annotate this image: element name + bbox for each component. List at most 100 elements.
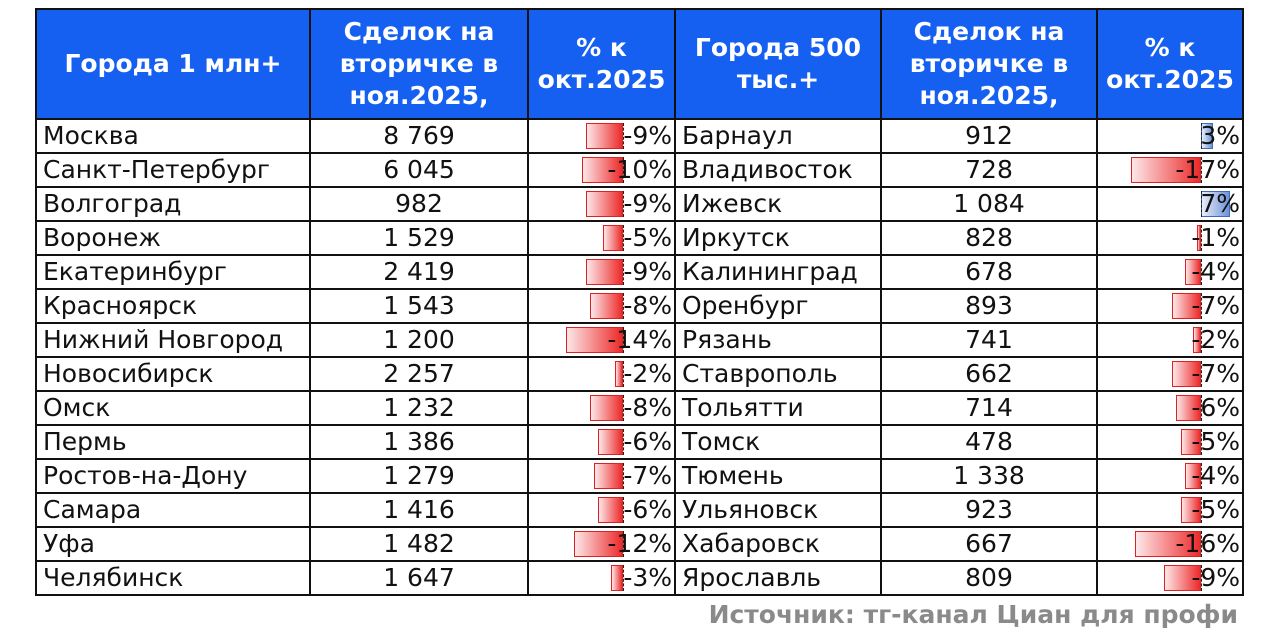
left-pct-cell: -9% [527, 186, 676, 222]
table-row: Самара 1 416 -6% Ульяновск 923 -5% [35, 492, 1244, 528]
table-row: Уфа 1 482 -12% Хабаровск 667 -16% [35, 526, 1244, 562]
right-city: Хабаровск [674, 526, 882, 562]
left-city: Ростов-на-Дону [35, 458, 311, 494]
left-pct-axis [623, 123, 624, 149]
left-pct-cell: -5% [527, 220, 676, 256]
left-city: Омск [35, 390, 311, 426]
left-pct-value: -9% [623, 257, 672, 286]
table-row: Пермь 1 386 -6% Томск 478 -5% [35, 424, 1244, 460]
left-city: Нижний Новгород [35, 322, 311, 358]
table-body: Москва 8 769 -9% Барнаул 912 3% Санкт-Петербур… [35, 118, 1244, 596]
right-pct-cell: -9% [1096, 560, 1244, 596]
right-deals: 1 084 [880, 186, 1098, 222]
left-pct-bar [565, 327, 623, 353]
right-pct-cell: -16% [1096, 526, 1244, 562]
right-pct-bar [1192, 327, 1201, 353]
left-deals: 1 386 [309, 424, 529, 460]
left-pct-axis [623, 463, 624, 489]
header-pct-left: % к окт.2025 [527, 8, 676, 120]
right-pct-axis [1201, 293, 1202, 319]
left-pct-axis [623, 395, 624, 421]
left-deals: 1 416 [309, 492, 529, 528]
left-pct-bar [590, 395, 623, 421]
right-pct-cell: -2% [1096, 322, 1244, 358]
table-row: Красноярск 1 543 -8% Оренбург 893 -7% [35, 288, 1244, 324]
left-pct-bar [610, 565, 623, 591]
right-pct-value: -7% [1191, 359, 1240, 388]
right-pct-axis [1201, 259, 1202, 285]
right-city: Владивосток [674, 152, 882, 188]
right-pct-axis [1201, 463, 1202, 489]
table-row: Екатеринбург 2 419 -9% Калининград 678 -4% [35, 254, 1244, 290]
left-city: Новосибирск [35, 356, 311, 392]
table-row: Санкт-Петербург 6 045 -10% Владивосток 728 -1… [35, 152, 1244, 188]
left-city: Красноярск [35, 288, 311, 324]
left-pct-axis [623, 157, 624, 183]
left-pct-bar [598, 429, 623, 455]
left-pct-value: -6% [623, 495, 672, 524]
right-deals: 809 [880, 560, 1098, 596]
right-pct-axis [1201, 191, 1202, 217]
right-city: Иркутск [674, 220, 882, 256]
table-row: Новосибирск 2 257 -2% Ставрополь 662 -7% [35, 356, 1244, 392]
left-deals: 1 543 [309, 288, 529, 324]
right-deals: 828 [880, 220, 1098, 256]
left-deals: 2 419 [309, 254, 529, 290]
right-pct-bar [1135, 531, 1201, 557]
table-row: Воронеж 1 529 -5% Иркутск 828 -1% [35, 220, 1244, 256]
left-pct-cell: -9% [527, 118, 676, 154]
header-pct-right: % к окт.2025 [1096, 8, 1244, 120]
left-pct-axis [623, 327, 624, 353]
left-pct-value: -10% [607, 155, 672, 184]
right-pct-cell: -7% [1096, 356, 1244, 392]
left-city: Пермь [35, 424, 311, 460]
right-pct-value: -17% [1175, 155, 1240, 184]
right-pct-axis [1201, 225, 1202, 251]
left-pct-cell: -3% [527, 560, 676, 596]
left-city: Воронеж [35, 220, 311, 256]
left-city: Волгоград [35, 186, 311, 222]
left-deals: 1 647 [309, 560, 529, 596]
table-row: Нижний Новгород 1 200 -14% Рязань 741 -2% [35, 322, 1244, 358]
right-deals: 893 [880, 288, 1098, 324]
left-city: Москва [35, 118, 311, 154]
left-pct-axis [623, 191, 624, 217]
left-pct-cell: -6% [527, 492, 676, 528]
source-note: Источник: тг-канал Циан для профи [708, 600, 1238, 629]
right-pct-bar [1172, 293, 1201, 319]
left-pct-bar [586, 191, 623, 217]
right-pct-cell: -5% [1096, 492, 1244, 528]
left-pct-bar [614, 361, 623, 387]
header-deals-left: Сделок на вторичке в ноя.2025, [309, 8, 529, 120]
right-pct-bar [1180, 429, 1201, 455]
left-deals: 1 232 [309, 390, 529, 426]
right-city: Барнаул [674, 118, 882, 154]
right-pct-axis [1201, 429, 1202, 455]
right-pct-value: -9% [1191, 563, 1240, 592]
right-pct-cell: -1% [1096, 220, 1244, 256]
right-pct-cell: -6% [1096, 390, 1244, 426]
right-pct-value: -16% [1175, 529, 1240, 558]
left-pct-axis [623, 225, 624, 251]
right-pct-value: -4% [1191, 461, 1240, 490]
left-pct-value: -8% [623, 291, 672, 320]
left-city: Екатеринбург [35, 254, 311, 290]
left-pct-value: -3% [623, 563, 672, 592]
header-city-right: Города 500 тыс.+ [674, 8, 882, 120]
right-city: Калининград [674, 254, 882, 290]
right-deals: 1 338 [880, 458, 1098, 494]
right-pct-value: -2% [1191, 325, 1240, 354]
left-city: Уфа [35, 526, 311, 562]
right-pct-value: -5% [1191, 495, 1240, 524]
left-pct-cell: -2% [527, 356, 676, 392]
left-pct-axis [623, 361, 624, 387]
left-pct-value: -8% [623, 393, 672, 422]
left-pct-bar [598, 497, 623, 523]
right-pct-axis [1201, 123, 1202, 149]
left-deals: 1 279 [309, 458, 529, 494]
header-deals-right: Сделок на вторичке в ноя.2025, [880, 8, 1098, 120]
left-deals: 6 045 [309, 152, 529, 188]
right-pct-axis [1201, 395, 1202, 421]
right-pct-axis [1201, 497, 1202, 523]
